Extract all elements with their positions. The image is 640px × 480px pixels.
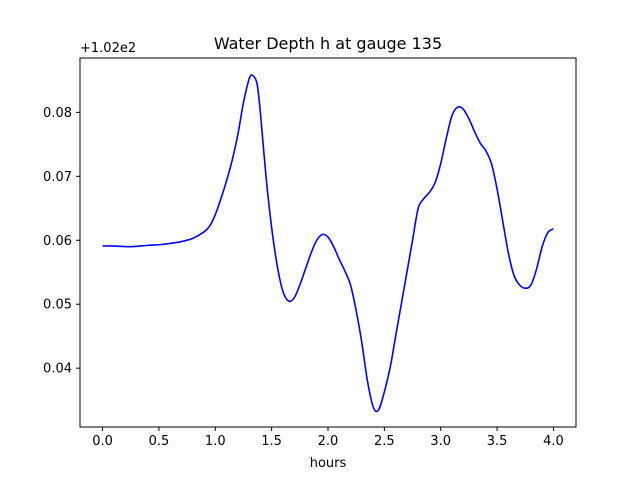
x-tick-label: 1.5 (261, 434, 282, 449)
x-tick-label: 2.5 (374, 434, 395, 449)
chart-title: Water Depth h at gauge 135 (214, 34, 442, 53)
y-tick-label: 0.04 (43, 362, 72, 377)
plot-frame (79, 57, 577, 428)
y-tick-label: 0.07 (43, 170, 72, 185)
x-tick-label: 2.0 (318, 434, 339, 449)
x-tick-label: 0.5 (149, 434, 170, 449)
y-tick-label: 0.08 (43, 106, 72, 121)
x-axis-label: hours (310, 456, 347, 471)
y-tick-label: 0.05 (43, 298, 72, 313)
series-line (102, 74, 554, 413)
y-offset-label: +1.02e2 (80, 41, 136, 56)
x-tick-label: 3.5 (487, 434, 508, 449)
plot-area (102, 74, 554, 413)
x-tick-label: 1.0 (205, 434, 226, 449)
y-axis: 0.04 0.05 0.06 0.07 0.08 (43, 106, 80, 377)
x-tick-label: 3.0 (430, 434, 451, 449)
axes (79, 57, 577, 428)
x-tick-label: 4.0 (543, 434, 564, 449)
x-axis: 0.0 0.5 1.0 1.5 2.0 2.5 3.0 3.5 4.0 (92, 427, 564, 449)
x-tick-label: 0.0 (92, 434, 113, 449)
y-tick-label: 0.06 (43, 234, 72, 249)
